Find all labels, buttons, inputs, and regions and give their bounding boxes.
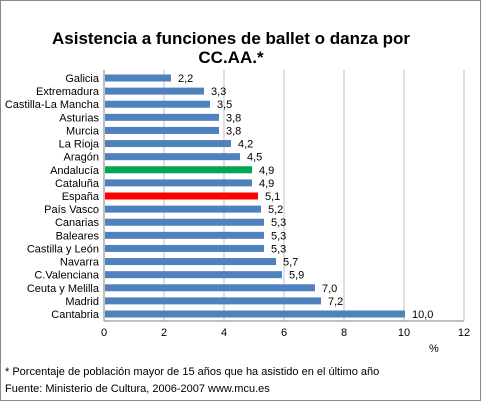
x-tick-label: 6 — [281, 327, 287, 339]
category-label: Canarias — [55, 217, 100, 229]
value-label: 5,7 — [283, 257, 298, 269]
x-tick-label: 8 — [341, 327, 347, 339]
category-label: Navarra — [60, 257, 100, 269]
bar — [105, 258, 276, 266]
category-label: Asturias — [59, 112, 99, 124]
source-note: Fuente: Ministerio de Cultura, 2006-2007… — [5, 383, 270, 395]
bar — [105, 87, 204, 95]
bar — [105, 126, 219, 134]
value-label: 5,9 — [289, 270, 304, 282]
value-label: 4,2 — [238, 139, 253, 151]
category-label: Madrid — [65, 296, 99, 308]
value-labels: 2,23,33,53,83,84,24,54,94,95,15,25,35,35… — [178, 73, 433, 321]
bar — [105, 74, 171, 82]
x-axis-label: % — [429, 343, 439, 355]
value-label: 4,5 — [247, 152, 262, 164]
category-label: Castilla y León — [27, 243, 99, 255]
bar — [105, 218, 264, 226]
category-label: Cantabria — [51, 309, 100, 321]
category-label: Castilla-La Mancha — [5, 99, 100, 111]
category-label: Baleares — [56, 230, 100, 242]
bar — [105, 297, 321, 305]
grid-lines — [103, 70, 465, 322]
category-label: Cataluña — [55, 178, 100, 190]
value-label: 5,3 — [271, 217, 286, 229]
value-label: 5,3 — [271, 243, 286, 255]
value-label: 5,2 — [268, 204, 283, 216]
footnote: * Porcentaje de población mayor de 15 añ… — [5, 366, 380, 378]
bar — [105, 100, 210, 108]
category-label: La Rioja — [59, 139, 100, 151]
value-label: 10,0 — [412, 309, 433, 321]
value-label: 3,8 — [226, 112, 241, 124]
chart-title: Asistencia a funciones de ballet o danza… — [51, 29, 411, 67]
bar — [105, 192, 258, 200]
x-tick-label: 2 — [161, 327, 167, 339]
value-label: 7,2 — [328, 296, 343, 308]
value-label: 3,5 — [217, 99, 232, 111]
bar — [105, 271, 282, 279]
category-label: País Vasco — [44, 204, 99, 216]
x-axis-ticks: 0 2 4 6 8 10 12 — [101, 327, 470, 339]
category-label: Galicia — [65, 73, 100, 85]
value-label: 5,1 — [265, 191, 280, 203]
value-label: 4,9 — [259, 178, 274, 190]
bar — [105, 179, 252, 187]
value-label: 4,9 — [259, 165, 274, 177]
x-tick-label: 0 — [101, 327, 107, 339]
x-tick-label: 10 — [398, 327, 410, 339]
category-label: C.Valenciana — [34, 270, 99, 282]
bar — [105, 231, 264, 239]
bars — [105, 74, 405, 318]
bar — [105, 140, 231, 148]
value-label: 2,2 — [178, 73, 193, 85]
bar — [105, 205, 261, 213]
bar — [105, 284, 315, 292]
x-tick-label: 12 — [458, 327, 470, 339]
category-label: Extremadura — [36, 86, 100, 98]
bar — [105, 113, 219, 121]
bar — [105, 153, 240, 161]
bar — [105, 310, 405, 318]
value-label: 7,0 — [322, 283, 337, 295]
category-label: Aragón — [64, 152, 99, 164]
value-label: 3,8 — [226, 125, 241, 137]
category-label: Ceuta y Melilla — [27, 283, 100, 295]
x-tick-label: 4 — [221, 327, 227, 339]
category-label: España — [62, 191, 100, 203]
value-label: 5,3 — [271, 230, 286, 242]
category-label: Murcia — [66, 125, 100, 137]
bar — [105, 166, 252, 174]
bar — [105, 244, 264, 252]
value-label: 3,3 — [211, 86, 226, 98]
category-label: Andalucía — [50, 165, 100, 177]
